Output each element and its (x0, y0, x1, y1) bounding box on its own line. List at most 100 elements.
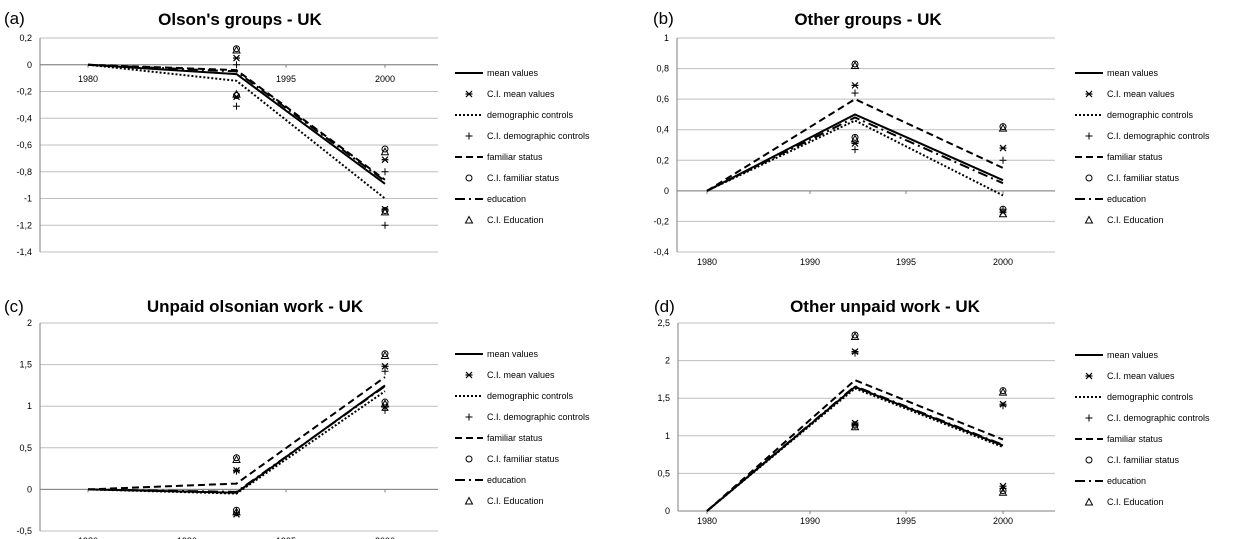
legend-label: familiar status (487, 433, 543, 443)
legend-label: demographic controls (1107, 392, 1194, 402)
x-tick-label: 1995 (896, 516, 916, 526)
ci-marker-c-i-demographic-controls (233, 102, 240, 110)
legend-label: demographic controls (487, 391, 574, 401)
y-tick-label: 0,2 (656, 155, 669, 165)
y-tick-label: 2 (27, 318, 32, 328)
ci-marker-c-i-demographic-controls (851, 89, 859, 97)
legend-marker-c-i-demographic-controls (465, 413, 473, 421)
y-tick-label: -0,5 (16, 526, 32, 536)
y-tick-label: 0,8 (656, 64, 669, 74)
x-tick-label: 1990 (177, 536, 197, 539)
legend-label: C.I. demographic controls (1107, 131, 1210, 141)
ci-marker-c-i-demographic-controls (381, 221, 389, 229)
y-tick-label: 0 (27, 60, 32, 70)
legend-label: mean values (487, 349, 539, 359)
legend-marker-c-i-mean-values (1085, 90, 1093, 98)
legend-marker-c-i-familiar-status (465, 455, 473, 463)
legend-marker-c-i-demographic-controls (465, 132, 473, 140)
legend-marker-c-i-familiar-status (1085, 456, 1093, 464)
legend-marker-c-i-education (1084, 497, 1094, 506)
legend: mean values C.I. mean values demographic c… (1075, 350, 1210, 507)
x-tick-label: 1980 (697, 257, 717, 267)
legend-marker-c-i-demographic-controls (1085, 132, 1093, 140)
legend-label: demographic controls (487, 110, 574, 120)
ci-marker-c-i-mean-values (381, 362, 389, 370)
ci-marker-c-i-education (850, 134, 860, 143)
panel-letter: (d) (654, 297, 675, 316)
series-line-demographic-controls (706, 387, 1004, 512)
x-tick-label: 2000 (375, 74, 395, 84)
legend-label: familiar status (1107, 434, 1163, 444)
legend-label: education (1107, 476, 1146, 486)
y-tick-label: 1,5 (657, 393, 670, 403)
series-line-education (706, 116, 1004, 192)
legend-marker-c-i-education (464, 215, 474, 224)
ci-marker-c-i-mean-values (381, 156, 389, 164)
ci-marker-c-i-education (380, 399, 390, 408)
legend-label: C.I. mean values (1107, 371, 1175, 381)
x-tick-label: 1995 (276, 536, 296, 539)
legend-label: mean values (1107, 350, 1159, 360)
y-tick-label: 1 (27, 401, 32, 411)
ci-marker-c-i-demographic-controls (999, 402, 1007, 410)
legend-label: C.I. mean values (487, 370, 555, 380)
legend-label: C.I. familiar status (1107, 173, 1180, 183)
panel-letter: (c) (4, 297, 24, 316)
ci-marker-c-i-education (232, 89, 241, 98)
legend-label: C.I. Education (1107, 215, 1164, 225)
legend-label: mean values (1107, 68, 1159, 78)
y-tick-label: 0,6 (656, 94, 669, 104)
y-tick-label: 0 (664, 186, 669, 196)
panel-b: (b) Other groups - UK 1 0,8 0,6 0,4 0,2 0 -0,2… (653, 9, 1210, 267)
series-line-education (87, 63, 386, 182)
y-tick-label: 0,5 (657, 468, 670, 478)
ci-marker-c-i-education (998, 387, 1008, 396)
ci-marker-c-i-education (850, 422, 860, 431)
x-tick-label: 2000 (993, 516, 1013, 526)
y-tick-label: -0,6 (16, 140, 32, 150)
panel-letter: (a) (4, 9, 25, 28)
ci-marker-c-i-familiar-status (381, 145, 389, 153)
legend-marker-c-i-mean-values (1085, 372, 1093, 380)
y-tick-label: -0,4 (16, 113, 32, 123)
legend-marker-c-i-mean-values (465, 90, 473, 98)
y-tick-label: -1 (24, 194, 32, 204)
legend: mean values C.I. mean values demographic c… (455, 349, 590, 506)
chart-title: Other groups - UK (794, 10, 942, 29)
ci-marker-c-i-demographic-controls (381, 168, 389, 176)
ci-marker-c-i-education (998, 123, 1008, 132)
series-line-demographic-controls (706, 119, 1004, 197)
y-tick-label: 0,5 (19, 443, 32, 453)
panel-a: (a) Olson's groups - UK 0,2 0 -0,2 -0,4 -0,6… (4, 9, 590, 257)
legend-label: education (1107, 194, 1146, 204)
ci-marker-c-i-familiar-status (999, 205, 1007, 213)
y-tick-label: -0,2 (653, 216, 669, 226)
legend-label: C.I. demographic controls (487, 412, 590, 422)
legend-label: C.I. mean values (487, 89, 555, 99)
ci-marker-c-i-education (850, 331, 860, 341)
y-tick-label: 1 (665, 431, 670, 441)
series-line-mean-values (87, 384, 386, 494)
ci-marker-c-i-mean-values (999, 144, 1007, 152)
ci-marker-c-i-familiar-status (233, 506, 240, 514)
series-line-education (87, 385, 386, 493)
y-tick-label: -0,4 (653, 247, 669, 257)
y-tick-label: 0 (27, 484, 32, 494)
ci-marker-c-i-education (380, 147, 390, 156)
legend-label: familiar status (487, 152, 543, 162)
x-tick-label: 1980 (78, 536, 98, 539)
legend-label: education (487, 475, 526, 485)
legend-label: C.I. demographic controls (1107, 413, 1210, 423)
ci-marker-c-i-mean-values (851, 140, 859, 147)
y-tick-label: 0 (665, 506, 670, 516)
series-line-mean-values (87, 63, 386, 185)
ci-marker-c-i-demographic-controls (233, 61, 240, 69)
ci-marker-c-i-demographic-controls (851, 349, 859, 357)
ci-marker-c-i-mean-values (233, 54, 240, 62)
legend-marker-c-i-mean-values (465, 371, 473, 379)
ci-marker-c-i-familiar-status (381, 398, 389, 406)
legend-label: C.I. familiar status (487, 173, 560, 183)
series-line-mean-values (706, 385, 1004, 512)
y-tick-label: -0,2 (16, 87, 32, 97)
